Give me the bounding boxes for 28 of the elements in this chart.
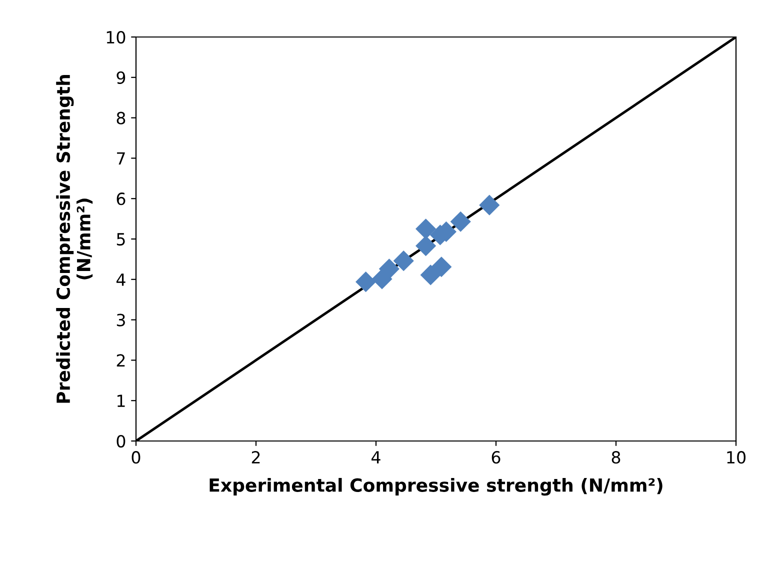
y-tick-label: 9 <box>116 71 126 84</box>
y-axis-title: Predicted Compressive Strength (N/mm²) <box>56 74 93 403</box>
x-tick-label: 0 <box>132 451 140 464</box>
point <box>378 258 400 280</box>
point <box>479 194 500 216</box>
y-tick-label: 7 <box>117 152 125 165</box>
x-tick-label: 6 <box>492 451 500 464</box>
point <box>431 256 452 278</box>
y-tick-label: 6 <box>116 192 126 206</box>
point <box>393 250 414 272</box>
y-tick-label: 4 <box>116 274 126 286</box>
y-tick-label: 1 <box>118 394 125 407</box>
x-tick-label: 4 <box>372 451 380 464</box>
point <box>450 211 471 232</box>
x-tick-label: 2 <box>252 451 260 464</box>
y-tick-label: 3 <box>116 314 125 326</box>
y-tick-label: 5 <box>116 233 125 246</box>
y-tick-label: 0 <box>116 434 126 448</box>
point <box>420 264 441 286</box>
y-tick-label: 2 <box>116 354 125 367</box>
x-axis-title: Experimental Compressive strength (N/mm²) <box>210 478 662 496</box>
point <box>416 218 436 240</box>
x-tick-label: 8 <box>612 451 620 464</box>
y-tick-label: 8 <box>116 112 126 124</box>
y-tick-label: 10 <box>106 30 126 44</box>
point <box>416 236 436 256</box>
point <box>356 272 376 292</box>
x-tick-label: 10 <box>727 451 746 464</box>
